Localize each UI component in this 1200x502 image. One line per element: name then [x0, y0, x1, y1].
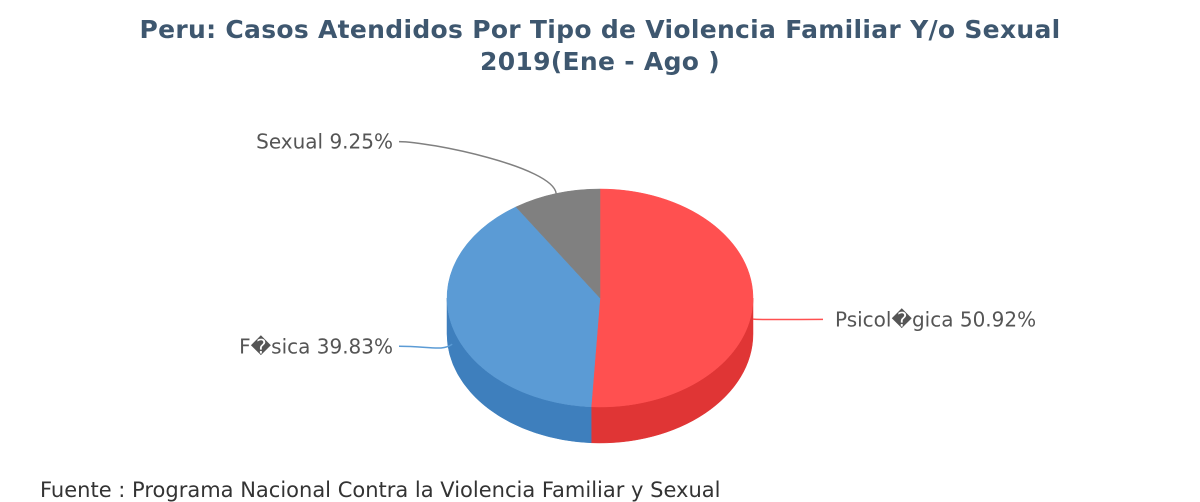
pie-slices: [447, 189, 753, 407]
connector-sexual: [399, 142, 556, 194]
data-label-sexual: Sexual 9.25%: [256, 130, 393, 154]
connector-f-sica: [399, 344, 452, 348]
data-label-f-sica: F�sica 39.83%: [239, 334, 393, 358]
data-label-psicol-gica: Psicol�gica 50.92%: [835, 307, 1036, 331]
source-note: Fuente : Programa Nacional Contra la Vio…: [40, 478, 720, 502]
